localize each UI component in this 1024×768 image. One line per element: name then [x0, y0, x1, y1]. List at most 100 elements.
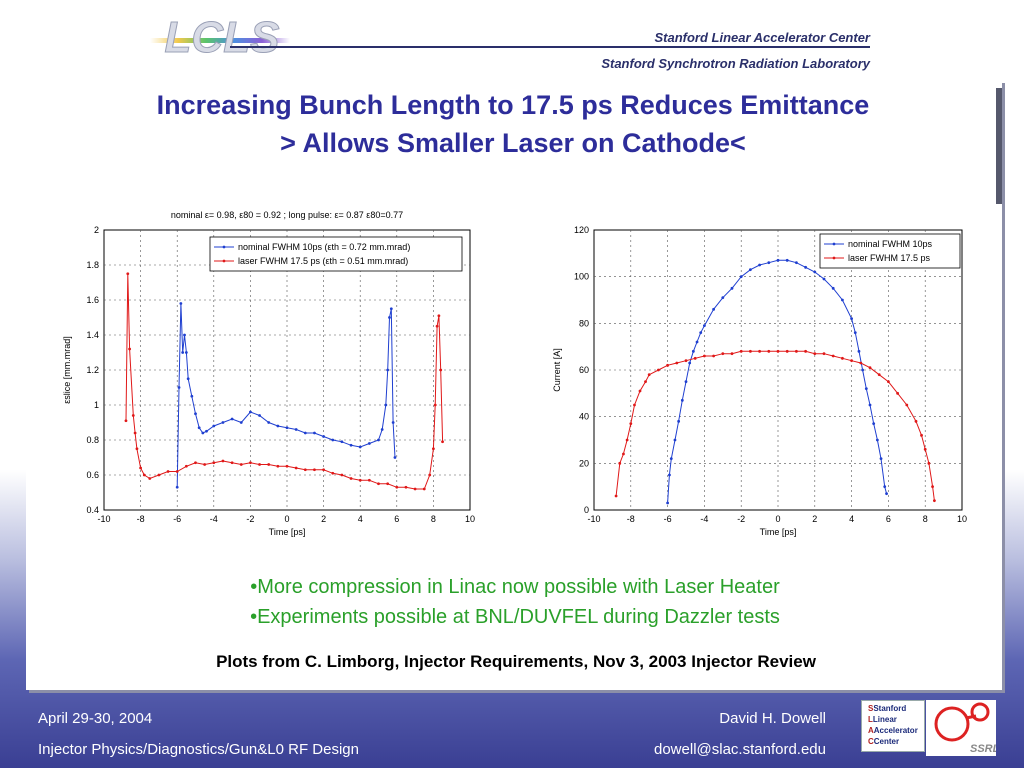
y-tick-label: 1.2: [86, 365, 99, 375]
data-point: [230, 417, 234, 421]
data-point: [285, 426, 289, 430]
data-point: [433, 403, 437, 407]
y-tick-label: 0.6: [86, 470, 99, 480]
legend-entry: nominal FWHM 10ps (εth = 0.72 mm.mrad): [238, 242, 410, 252]
data-point: [194, 412, 197, 416]
data-point: [749, 268, 752, 272]
data-point: [179, 302, 183, 305]
data-point: [239, 421, 243, 424]
data-point: [638, 389, 642, 393]
data-point: [384, 403, 388, 407]
data-point: [205, 429, 208, 433]
slac-logo-line: CCenter: [868, 737, 900, 746]
data-point: [258, 414, 261, 417]
data-point: [684, 359, 688, 363]
emittance-chart-svg: -10 -8 -6 -4 -2 0 2 4 6 8 10 0.4 0.6 0.8 1 1.2 1.4 1.6 1.8…: [62, 210, 475, 537]
x-tick-label: 4: [358, 514, 363, 524]
y-axis-label: Current [A]: [552, 348, 562, 392]
data-point: [864, 387, 868, 391]
data-point: [128, 347, 132, 351]
x-tick-label: 10: [465, 514, 475, 524]
data-point: [666, 363, 669, 367]
data-point: [184, 351, 188, 354]
data-point: [340, 473, 344, 477]
legend-box: [819, 233, 961, 269]
data-point: [885, 492, 888, 496]
data-point: [712, 307, 715, 311]
data-point: [157, 473, 161, 477]
data-point: [795, 261, 798, 265]
data-point: [859, 361, 863, 365]
data-point: [749, 349, 752, 353]
data-point: [857, 349, 861, 353]
ssrl-logo-text: SSRL: [970, 743, 996, 755]
data-point: [872, 422, 876, 426]
y-tick-label: 120: [574, 225, 589, 235]
data-point: [249, 410, 252, 414]
x-tick-label: 4: [849, 514, 854, 524]
data-point: [428, 473, 432, 477]
data-point: [730, 352, 734, 356]
data-point: [785, 349, 789, 353]
legend-box: [209, 236, 463, 272]
data-point: [388, 316, 391, 319]
panel-side-bar: [996, 88, 1002, 204]
data-point: [691, 349, 695, 353]
data-point: [804, 349, 807, 353]
data-point: [841, 356, 844, 360]
data-point: [879, 457, 883, 461]
data-point: [923, 447, 927, 451]
x-tick-label: -4: [700, 514, 708, 524]
data-point: [695, 340, 699, 344]
data-point: [850, 359, 853, 363]
x-tick-label: -2: [246, 514, 254, 524]
data-point: [831, 286, 835, 290]
data-point: [896, 391, 899, 395]
data-point: [647, 373, 651, 377]
footer-author: David H. Dowell: [719, 710, 826, 727]
y-tick-label: 0: [584, 505, 589, 515]
x-tick-label: 0: [775, 514, 780, 524]
data-point: [249, 461, 252, 465]
data-point: [437, 314, 441, 318]
slac-logo: SStanford LLinear AAccelerator CCenter: [861, 700, 925, 752]
bullet-item: •Experiments possible at BNL/DUVFEL duri…: [250, 606, 780, 628]
data-point: [758, 263, 761, 267]
data-point: [190, 394, 194, 398]
data-point: [212, 461, 216, 465]
org-name-slac: Stanford Linear Accelerator Center: [654, 30, 870, 45]
bullet-list: •More compression in Linac now possible …: [120, 572, 910, 632]
x-tick-label: 6: [886, 514, 891, 524]
data-point: [386, 482, 390, 486]
slac-logo-line: AAccelerator: [868, 726, 918, 735]
data-point: [124, 419, 128, 423]
data-point: [776, 349, 780, 353]
y-tick-label: 40: [579, 412, 589, 422]
chart-annotation: nominal ε= 0.98, ε80 = 0.92 ; long pulse…: [171, 210, 403, 220]
x-tick-label: 8: [431, 514, 436, 524]
data-point: [432, 447, 435, 451]
org-name-ssrl: Stanford Synchrotron Radiation Laborator…: [601, 56, 870, 71]
data-point: [767, 349, 771, 353]
slide-title: Increasing Bunch Length to 17.5 ps Reduc…: [30, 86, 996, 162]
data-point: [853, 331, 857, 335]
data-point: [183, 333, 186, 337]
y-tick-label: 20: [579, 458, 589, 468]
data-point: [675, 361, 679, 365]
data-point: [822, 277, 826, 281]
data-point: [377, 482, 380, 486]
data-point: [340, 440, 344, 444]
data-point: [831, 354, 835, 358]
data-point: [386, 368, 390, 372]
data-point: [905, 403, 909, 407]
legend-entry: laser FWHM 17.5 ps (εth = 0.51 mm.mrad): [238, 256, 408, 266]
data-point: [181, 351, 185, 354]
data-point: [887, 380, 890, 384]
series-line: [667, 259, 888, 504]
data-point: [684, 380, 688, 384]
data-point: [804, 265, 807, 269]
data-point: [201, 431, 205, 435]
data-point: [404, 485, 408, 489]
title-line-2: > Allows Smaller Laser on Cathode<: [280, 128, 746, 158]
data-point: [614, 494, 618, 498]
